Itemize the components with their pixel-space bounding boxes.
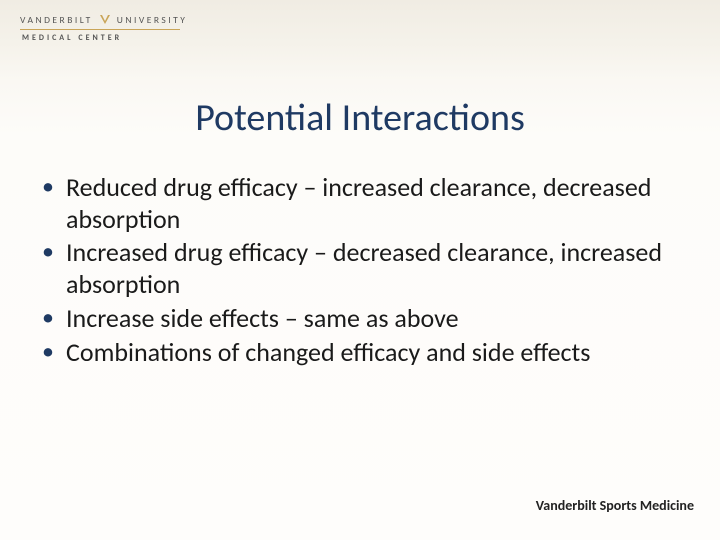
list-item: Increased drug efficacy – decreased clea… (36, 237, 684, 300)
logo-line2: MEDICAL CENTER (22, 33, 187, 43)
logo-line1: VANDERBILT UNIVERSITY (20, 14, 187, 26)
header-logo: VANDERBILT UNIVERSITY MEDICAL CENTER (20, 14, 187, 43)
logo-text-left: VANDERBILT (20, 14, 93, 26)
list-item: Reduced drug efficacy – increased cleara… (36, 172, 684, 235)
slide-content: Reduced drug efficacy – increased cleara… (36, 172, 684, 370)
bullet-list: Reduced drug efficacy – increased cleara… (36, 172, 684, 368)
list-item: Increase side effects – same as above (36, 303, 684, 335)
list-item: Combinations of changed efficacy and sid… (36, 337, 684, 369)
logo-text-right: UNIVERSITY (117, 14, 188, 26)
logo-v-icon (99, 14, 111, 26)
logo-underline (20, 29, 180, 30)
slide-title: Potential Interactions (0, 95, 720, 141)
footer-text: Vanderbilt Sports Medicine (536, 497, 694, 514)
